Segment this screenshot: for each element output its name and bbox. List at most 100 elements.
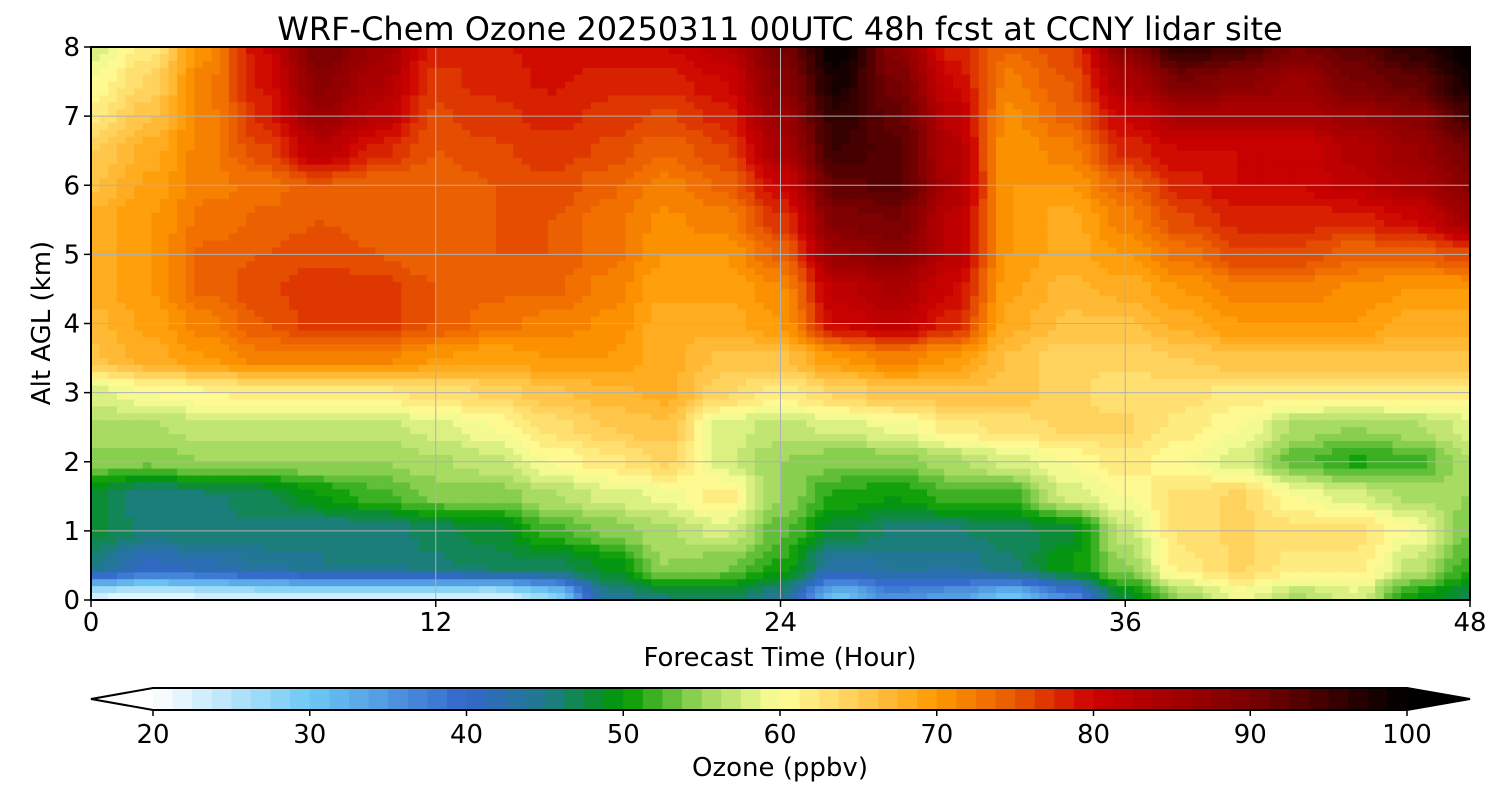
contour-cell [306, 102, 316, 110]
contour-cell [1297, 247, 1307, 255]
contour-cell [401, 205, 411, 214]
contour-cell [1047, 81, 1057, 90]
contour-cell [1073, 254, 1083, 262]
contour-cell [1426, 116, 1437, 124]
contour-cell [444, 233, 454, 242]
contour-cell [565, 67, 575, 76]
contour-cell [823, 67, 833, 76]
contour-cell [1444, 95, 1454, 103]
contour-cell [358, 81, 368, 90]
contour-cell [470, 136, 480, 145]
contour-cell [142, 219, 152, 228]
contour-cell [1409, 60, 1419, 69]
contour-cell [1263, 219, 1273, 228]
contour-cell [995, 95, 1006, 103]
contour-cell [289, 192, 299, 200]
contour-cell [616, 247, 626, 255]
contour-cell [547, 47, 558, 55]
contour-cell [849, 53, 859, 62]
contour-cell [1125, 185, 1135, 193]
contour-cell [995, 185, 1006, 193]
contour-cell [435, 136, 445, 145]
contour-cell [478, 212, 489, 221]
contour-cell [737, 178, 747, 186]
contour-cell [185, 226, 196, 235]
contour-cell [1461, 150, 1471, 159]
contour-cell [237, 247, 247, 255]
contour-cell [1401, 116, 1411, 124]
contour-cell [99, 185, 109, 193]
contour-cell [616, 102, 626, 110]
contour-cell [702, 136, 713, 145]
contour-cell [685, 81, 695, 90]
contour-cell [289, 109, 299, 117]
contour-cell [1013, 247, 1023, 255]
contour-cell [1073, 205, 1083, 214]
contour-cell [237, 102, 247, 110]
contour-cell [228, 102, 239, 110]
contour-cell [1064, 247, 1075, 255]
contour-cell [332, 67, 342, 76]
contour-cell [254, 47, 264, 55]
contour-cell [1090, 212, 1100, 221]
contour-cell [935, 123, 945, 131]
contour-cell [444, 123, 454, 131]
contour-cell [1349, 88, 1359, 96]
contour-cell [858, 60, 868, 69]
contour-cell [194, 219, 204, 228]
contour-cell [995, 226, 1006, 235]
contour-cell [763, 88, 773, 96]
contour-cell [608, 199, 618, 207]
contour-cell [263, 95, 273, 103]
contour-cell [780, 254, 790, 262]
contour-cell [297, 67, 308, 76]
contour-cell [1314, 88, 1325, 96]
contour-cell [349, 129, 359, 138]
contour-cell [375, 123, 385, 131]
contour-cell [470, 129, 480, 138]
contour-cell [1271, 254, 1281, 262]
contour-cell [211, 95, 221, 103]
contour-cell [392, 102, 402, 110]
contour-cell [952, 74, 963, 83]
contour-cell [927, 233, 937, 242]
contour-cell [970, 254, 980, 262]
contour-cell [582, 226, 592, 235]
contour-cell [384, 171, 394, 179]
contour-cell [340, 254, 351, 262]
contour-cell [1452, 157, 1462, 166]
contour-cell [1306, 109, 1316, 117]
contour-cell [961, 233, 971, 242]
contour-cell [185, 178, 196, 186]
contour-cell [1383, 157, 1394, 166]
contour-cell [1418, 136, 1428, 145]
contour-cell [978, 212, 988, 221]
contour-cell [668, 88, 678, 96]
contour-cell [315, 226, 325, 235]
contour-cell [134, 129, 144, 138]
contour-cell [1021, 136, 1032, 145]
contour-cell [108, 205, 118, 214]
contour-cell [185, 254, 196, 262]
contour-cell [1082, 74, 1092, 83]
contour-cell [1220, 226, 1230, 235]
contour-cell [1211, 205, 1221, 214]
contour-cell [823, 219, 833, 228]
contour-cell [409, 226, 420, 235]
contour-cell [1211, 116, 1221, 124]
contour-cell [427, 233, 437, 242]
contour-cell [1366, 171, 1376, 179]
contour-cell [1271, 81, 1281, 90]
contour-cell [280, 81, 290, 90]
contour-cell [297, 164, 308, 173]
contour-cell [151, 157, 161, 166]
contour-cell [1125, 219, 1135, 228]
contour-cell [470, 199, 480, 207]
contour-cell [1176, 129, 1187, 138]
contour-cell [1108, 74, 1118, 83]
contour-cell [1375, 116, 1385, 124]
contour-cell [237, 226, 247, 235]
contour-cell [1357, 157, 1368, 166]
contour-cell [435, 150, 445, 159]
contour-cell [1452, 74, 1462, 83]
